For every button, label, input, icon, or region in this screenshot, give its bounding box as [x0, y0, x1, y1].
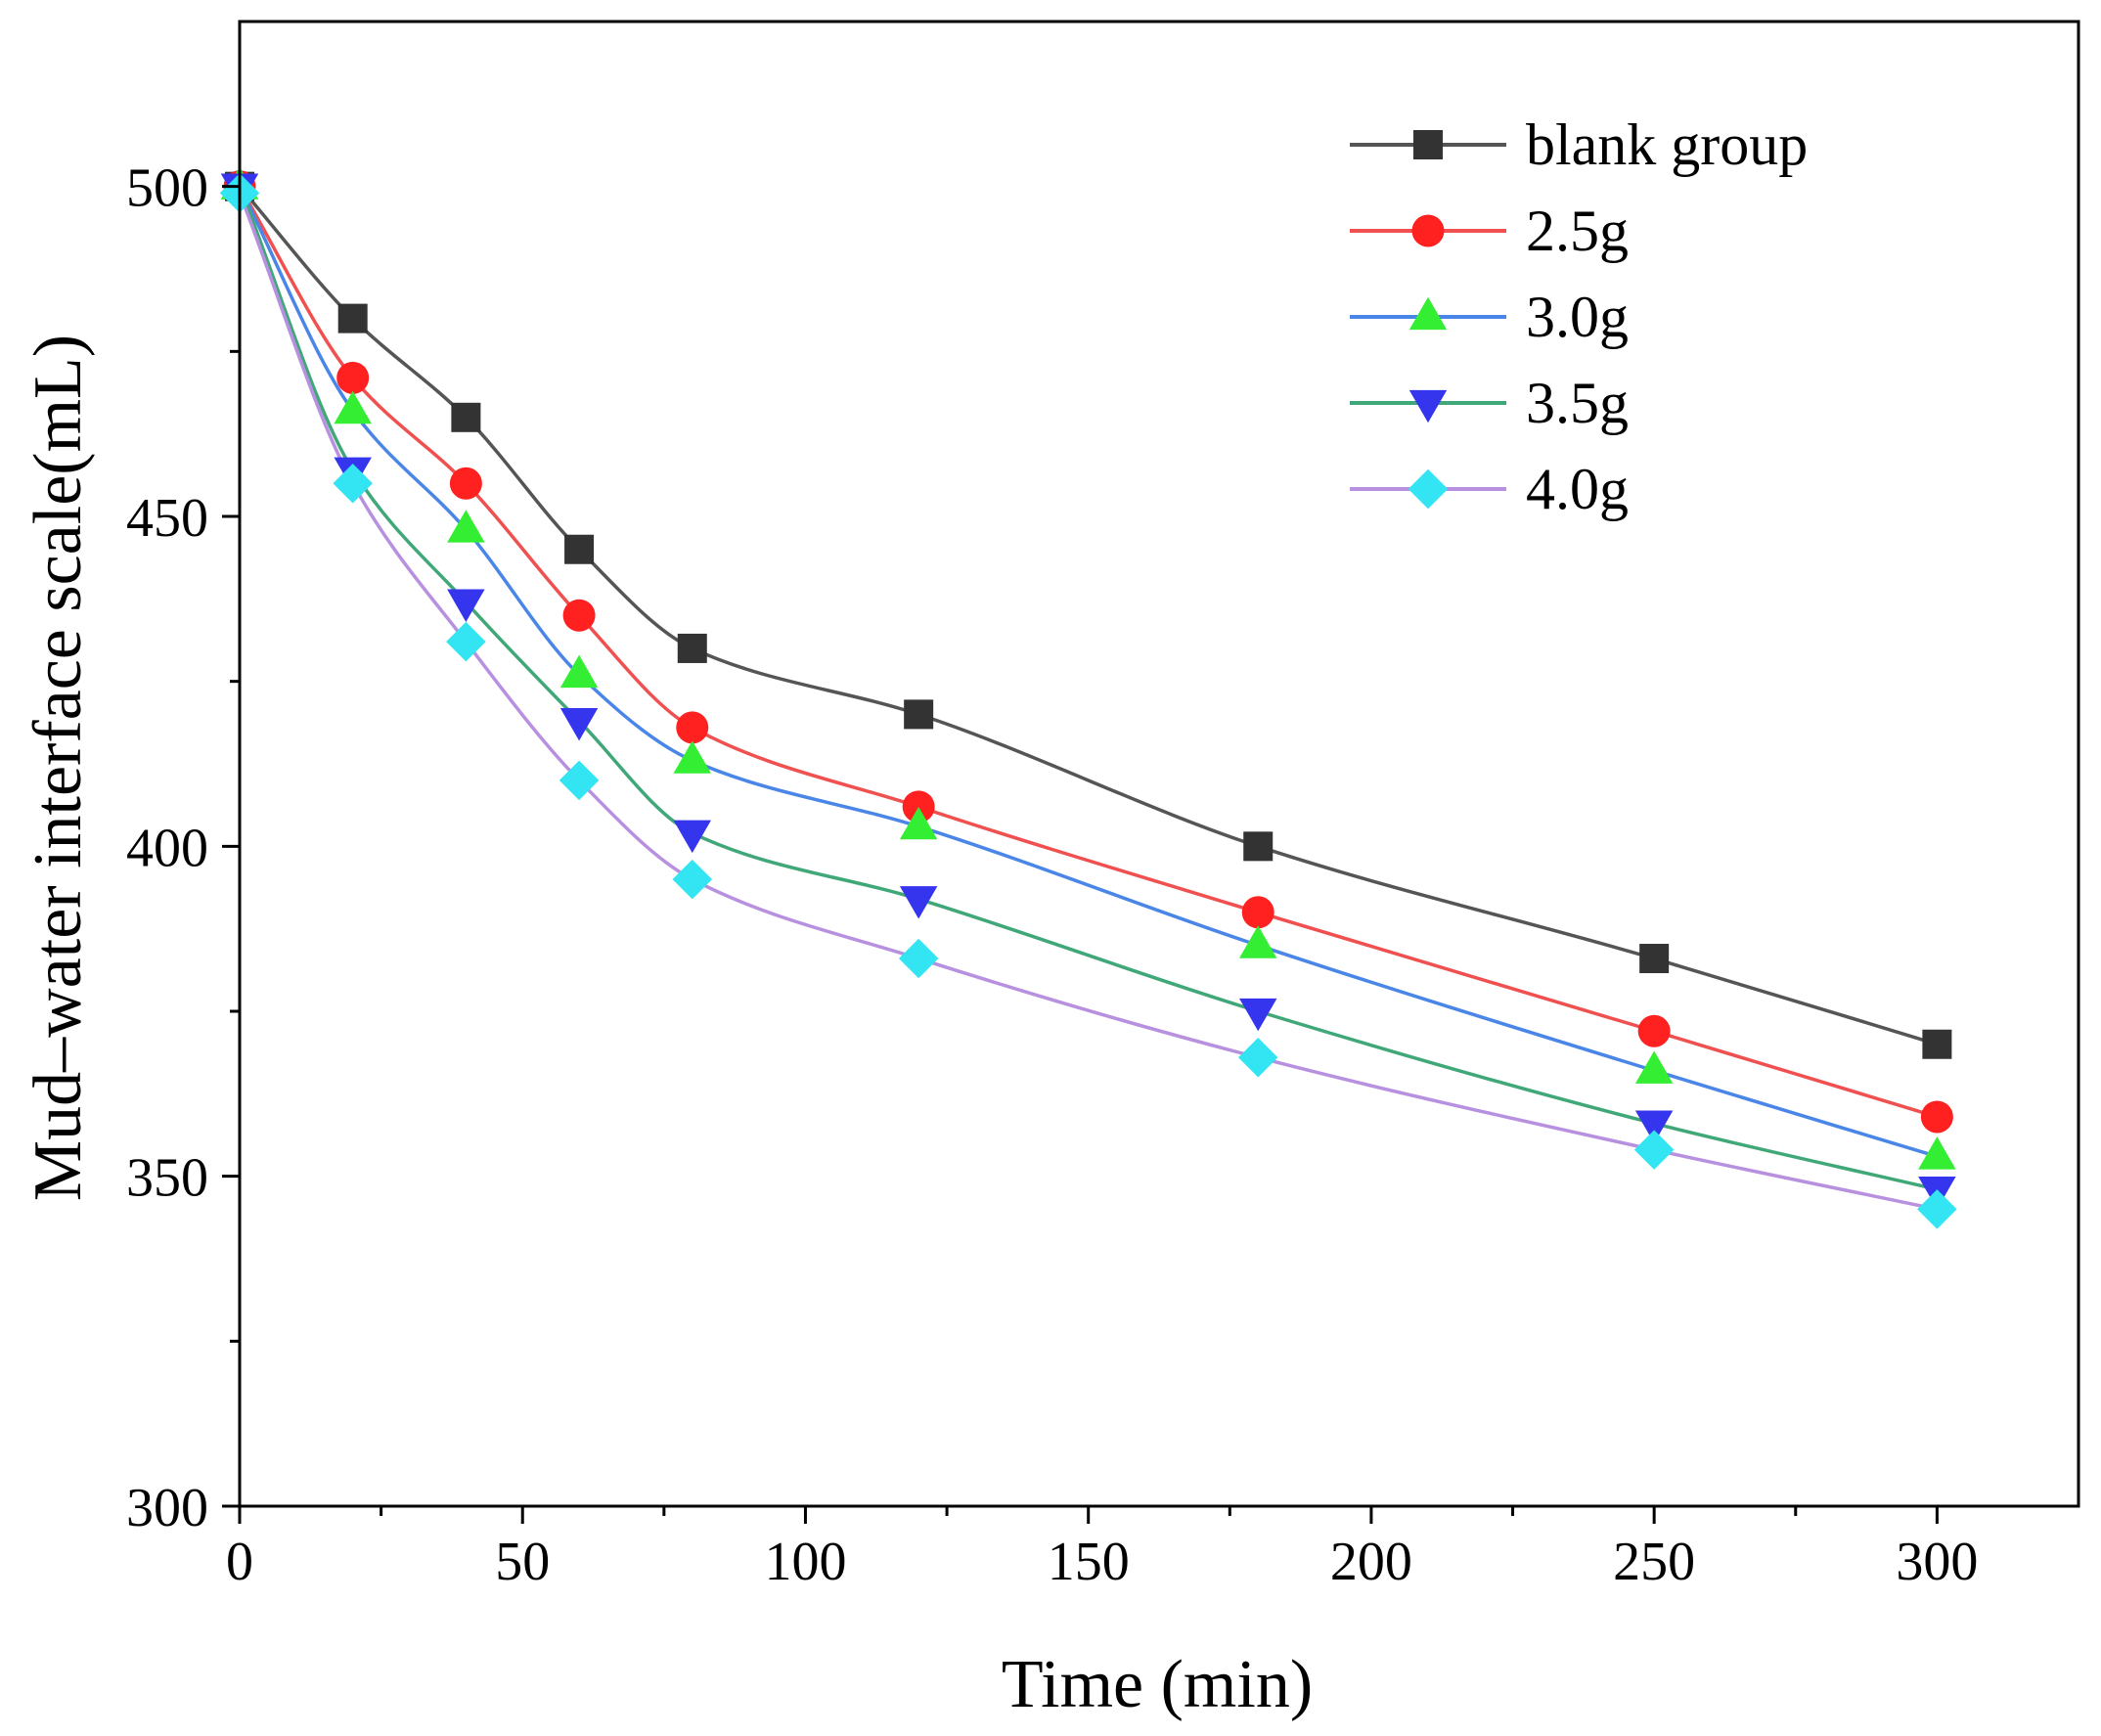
legend-item-blank-group: blank group	[1350, 112, 1808, 177]
data-point-blank-group-60	[564, 534, 595, 564]
data-point-2-5g-80	[676, 711, 709, 744]
ticks: 0 50 100 150 200 250 300 300 350 400 450 500	[126, 158, 1978, 1592]
data-point-2-5g-180	[1241, 896, 1274, 929]
data-point-blank-group-80	[677, 633, 707, 663]
data-point-2-5g-40	[449, 467, 482, 500]
data-point-4-0g-40	[446, 621, 486, 662]
legend-item-3-0g: 3.0g	[1350, 285, 1629, 349]
data-point-4-0g-180	[1237, 1037, 1278, 1078]
data-point-4-0g-250	[1633, 1130, 1675, 1170]
data-point-2-5g-20	[336, 361, 370, 394]
plot-lines	[238, 185, 1938, 1212]
data-point-3-0g-180	[1238, 925, 1277, 958]
data-point-blank-group-250	[1639, 944, 1670, 974]
data-point-4-0g-300	[1917, 1189, 1957, 1229]
data-point-3-5g-80	[673, 820, 712, 854]
data-point-3-0g-20	[334, 390, 372, 424]
plot-markers	[219, 166, 1957, 1229]
plot-frame	[238, 20, 2080, 1508]
data-point-3-5g-60	[559, 707, 599, 741]
data-point-3-0g-300	[1918, 1136, 1956, 1170]
legend: blank group 2.5g 3.0g 3.5g 4.0g	[1350, 112, 1808, 521]
legend-item-4-0g: 4.0g	[1350, 457, 1629, 521]
data-point-2-5g-300	[1920, 1100, 1953, 1134]
y-tick-label-450: 450	[126, 488, 208, 549]
data-point-blank-group-40	[451, 402, 481, 432]
data-point-2-5g-60	[562, 599, 596, 632]
x-tick-label-200: 200	[1330, 1532, 1412, 1592]
data-point-3-5g-250	[1634, 1110, 1674, 1143]
x-tick-label-300: 300	[1896, 1532, 1978, 1592]
data-point-3-5g-180	[1238, 998, 1277, 1032]
data-point-3-5g-40	[447, 589, 485, 622]
y-axis-title: Mud–water interface scale(mL)	[21, 334, 96, 1201]
legend-label-2-5g: 2.5g	[1526, 199, 1629, 263]
data-point-blank-group-300	[1922, 1029, 1952, 1059]
legend-label-4-0g: 4.0g	[1526, 457, 1629, 521]
legend-item-3-5g: 3.5g	[1350, 371, 1629, 435]
data-point-3-0g-80	[673, 740, 712, 774]
data-point-3-0g-40	[447, 510, 485, 543]
series-line-2-5g	[238, 185, 1938, 1119]
legend-marker-4-0g	[1408, 468, 1449, 510]
data-point-4-0g-20	[333, 464, 373, 504]
y-tick-label-350: 350	[126, 1148, 208, 1209]
legend-item-2-5g: 2.5g	[1350, 199, 1629, 263]
x-tick-label-0: 0	[226, 1532, 253, 1592]
y-tick-label-500: 500	[126, 158, 208, 219]
data-point-3-0g-250	[1634, 1050, 1674, 1084]
data-point-4-0g-60	[559, 760, 600, 801]
series-line-4-0g	[238, 192, 1938, 1212]
x-tick-label-100: 100	[764, 1532, 846, 1592]
x-tick-label-150: 150	[1048, 1532, 1130, 1592]
legend-label-3-0g: 3.0g	[1526, 285, 1629, 349]
data-point-3-5g-120	[899, 886, 938, 919]
x-tick-label-50: 50	[495, 1532, 550, 1592]
y-tick-label-300: 300	[126, 1478, 208, 1538]
data-point-3-0g-120	[899, 806, 938, 840]
legend-label-blank-group: blank group	[1526, 112, 1808, 177]
data-point-4-0g-80	[672, 859, 713, 900]
legend-marker-blank-group	[1413, 130, 1443, 159]
legend-marker-3-5g	[1408, 389, 1448, 423]
x-axis-title: Time (min)	[1002, 1647, 1313, 1722]
data-point-blank-group-180	[1243, 831, 1274, 862]
data-point-blank-group-20	[337, 303, 368, 334]
data-point-4-0g-120	[898, 938, 939, 979]
series-line-3-0g	[238, 185, 1938, 1159]
data-point-blank-group-120	[904, 699, 934, 730]
y-tick-label-400: 400	[126, 818, 208, 878]
series-line-blank-group	[238, 185, 1938, 1046]
legend-label-3-5g: 3.5g	[1526, 371, 1629, 435]
x-tick-label-250: 250	[1613, 1532, 1695, 1592]
legend-marker-3-0g	[1408, 296, 1448, 331]
data-point-2-5g-250	[1637, 1014, 1671, 1047]
series-line-3-5g	[238, 186, 1938, 1191]
axes	[238, 20, 2080, 1508]
data-point-3-0g-60	[559, 654, 599, 689]
legend-marker-2-5g	[1411, 214, 1445, 247]
